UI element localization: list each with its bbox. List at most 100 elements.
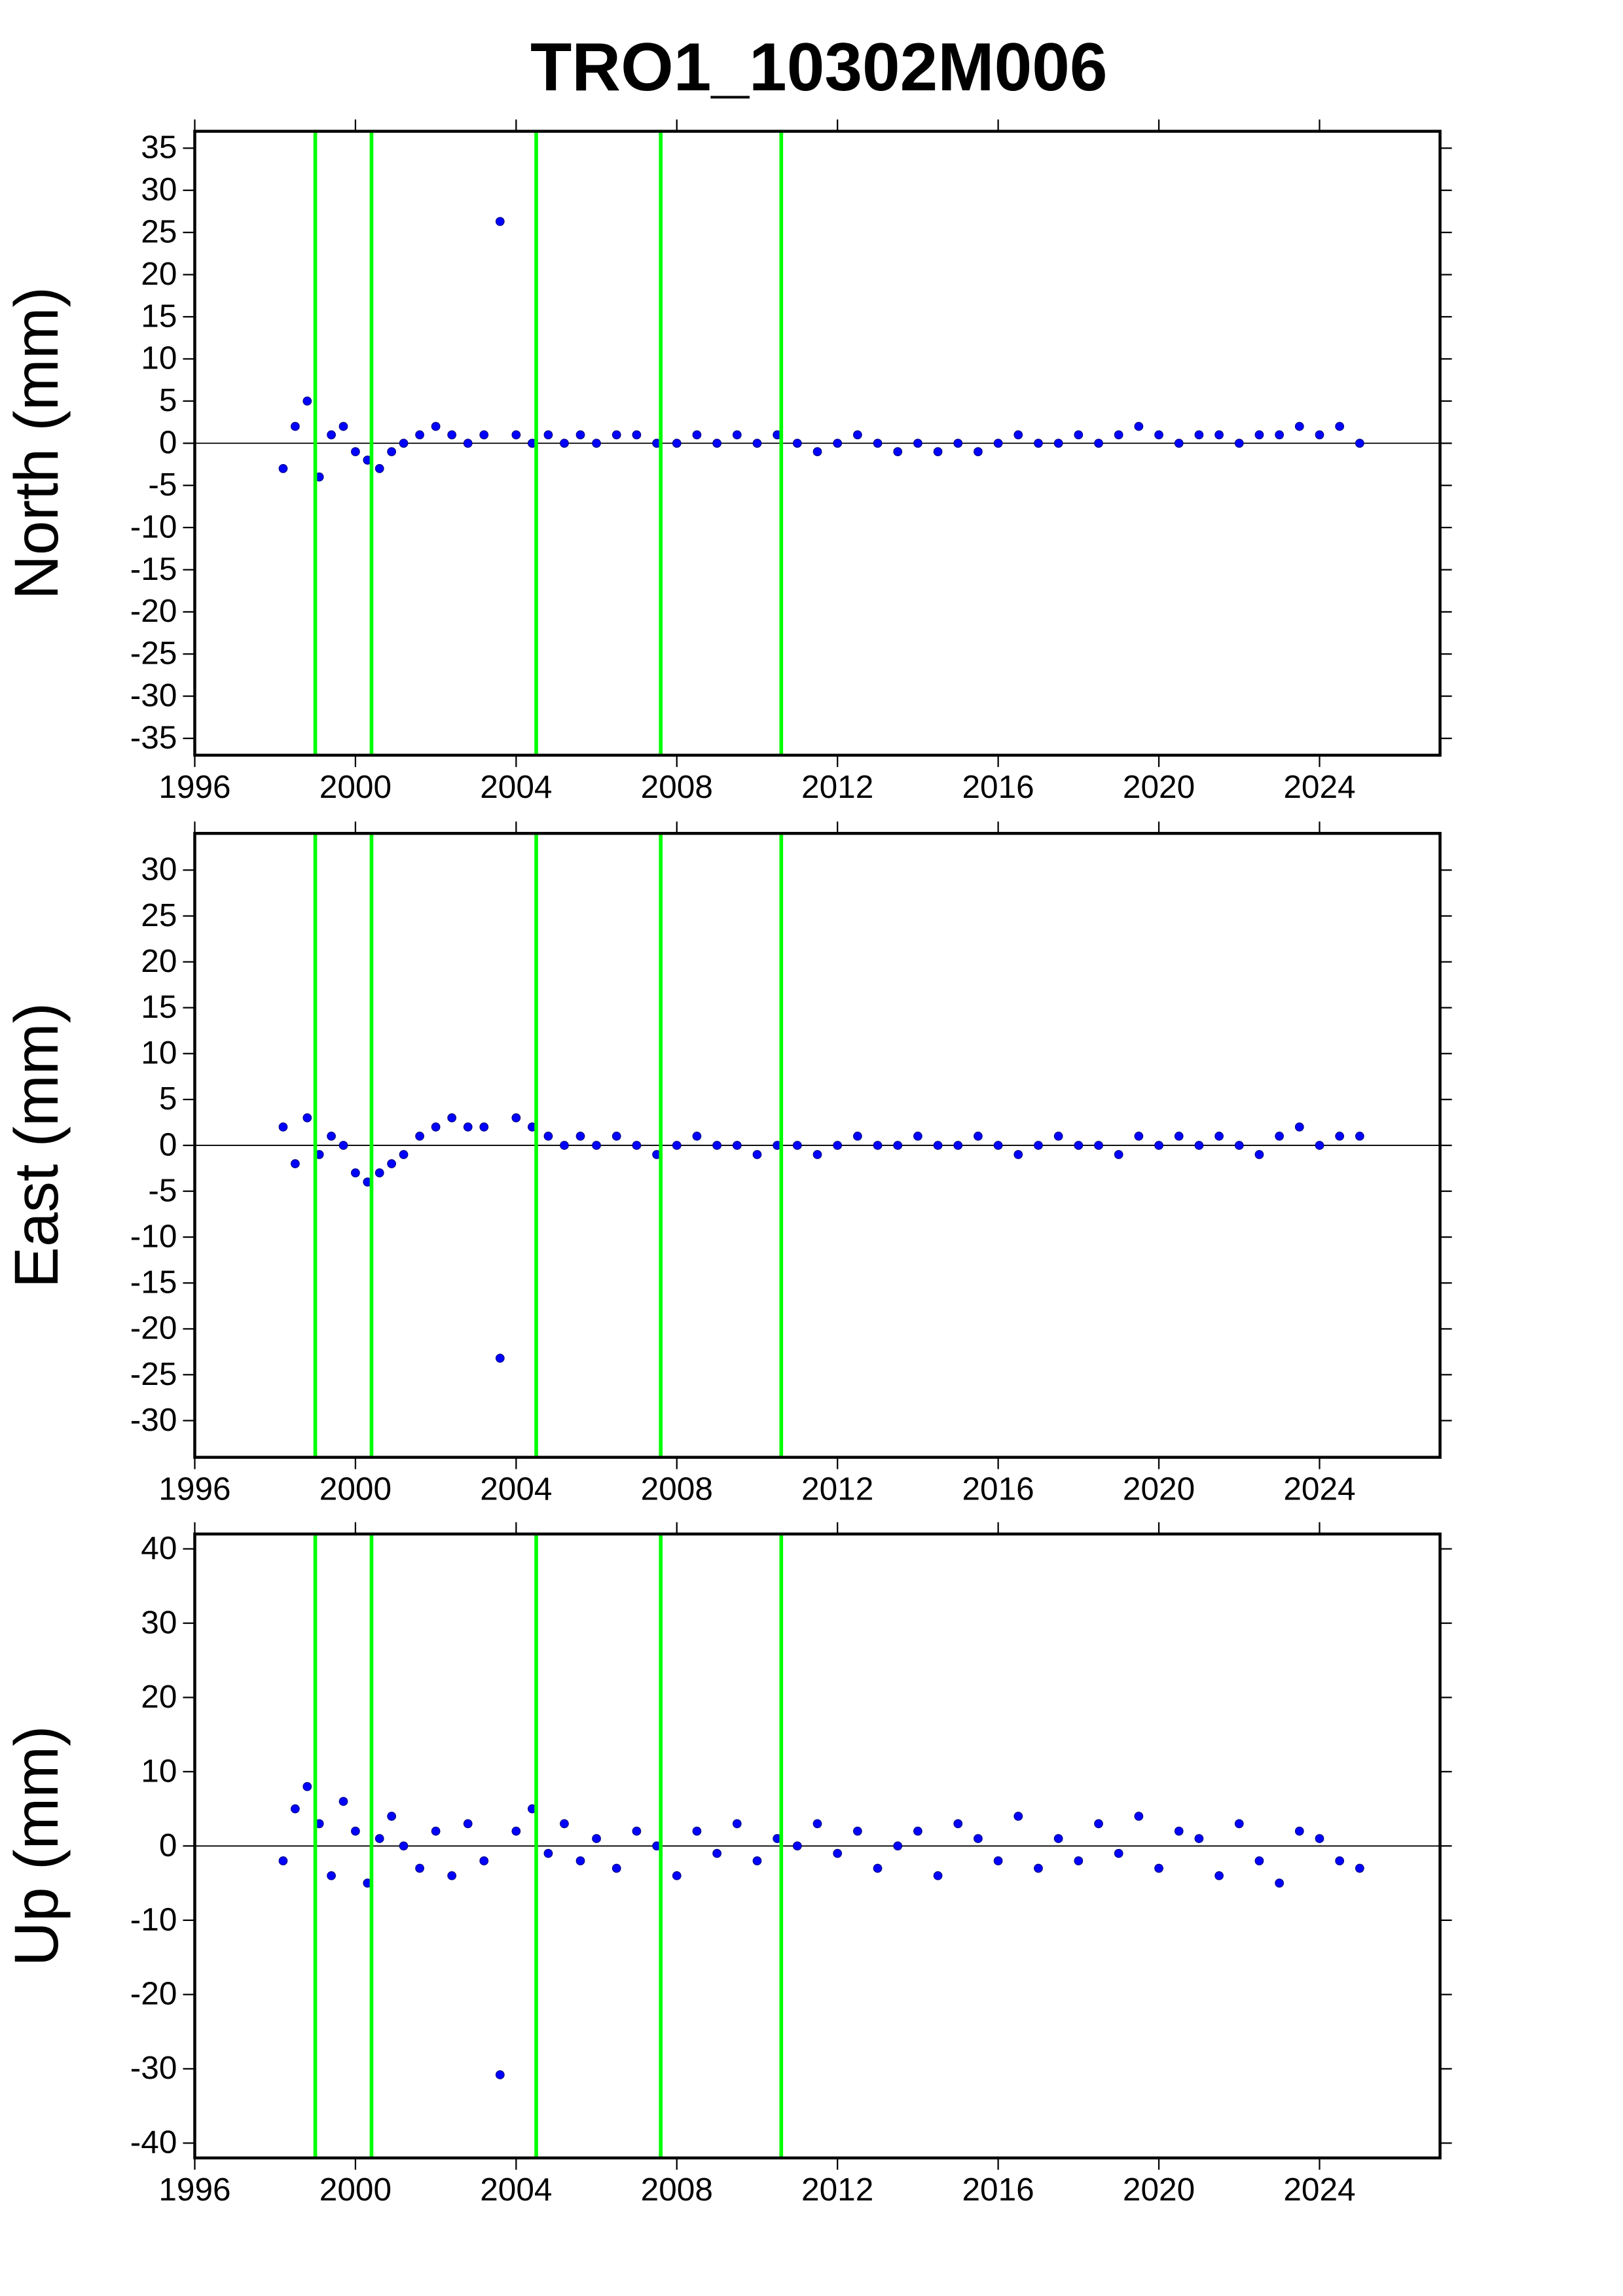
data-point: [1294, 422, 1304, 431]
data-point: [575, 1132, 585, 1141]
data-point: [415, 1863, 424, 1873]
data-point: [338, 1141, 348, 1150]
y-tick-label: 25: [141, 213, 177, 250]
x-tick-label: 2000: [319, 1471, 392, 1507]
data-point: [1234, 439, 1244, 448]
data-point: [712, 439, 721, 448]
y-tick-label: -5: [148, 466, 177, 503]
data-point: [1254, 430, 1264, 440]
y-tick-label: -35: [130, 719, 177, 755]
data-point: [338, 422, 348, 431]
data-point: [1275, 430, 1284, 440]
y-axis-label: East (mm): [2, 1003, 71, 1288]
data-point: [1114, 430, 1123, 440]
y-tick-label: 20: [141, 942, 177, 979]
data-point: [1074, 1141, 1084, 1150]
data-point: [463, 1819, 473, 1829]
data-point: [852, 430, 862, 440]
data-point: [611, 1132, 621, 1141]
x-tick-label: 2004: [480, 1471, 552, 1507]
y-tick-label: 20: [141, 1678, 177, 1715]
data-point: [933, 1141, 943, 1150]
data-point: [415, 1132, 424, 1141]
data-point: [302, 1782, 312, 1791]
data-point: [387, 1159, 397, 1168]
data-point: [479, 430, 489, 440]
data-point: [511, 430, 521, 440]
data-point: [1315, 430, 1324, 440]
data-point: [974, 447, 983, 456]
data-point: [511, 1826, 521, 1836]
y-tick-label: 20: [141, 255, 177, 292]
data-point: [387, 447, 397, 456]
x-tick-label: 2020: [1123, 768, 1195, 805]
x-tick-label: 2000: [319, 2171, 392, 2208]
data-point: [1013, 1150, 1023, 1159]
chart-title: TRO1_10302M006: [530, 29, 1108, 105]
data-point: [495, 1354, 505, 1363]
data-point: [291, 1159, 300, 1168]
data-point: [852, 1826, 862, 1836]
data-point: [543, 430, 553, 440]
data-point: [543, 1848, 553, 1858]
data-point: [833, 439, 843, 448]
data-point: [732, 430, 742, 440]
data-point: [1315, 1834, 1324, 1843]
x-tick-label: 2012: [801, 1471, 873, 1507]
plot-frame: [193, 1532, 1442, 2160]
data-point: [374, 463, 384, 473]
data-point: [1114, 1848, 1123, 1858]
data-point: [1234, 1819, 1244, 1829]
data-point: [893, 447, 903, 456]
x-tick-label: 2008: [641, 2171, 713, 2208]
data-point: [1053, 1132, 1063, 1141]
data-point: [993, 439, 1003, 448]
x-tick-label: 2008: [641, 1471, 713, 1507]
x-tick-label: 2024: [1283, 768, 1355, 805]
x-tick-label: 2024: [1283, 1471, 1355, 1507]
data-point: [463, 1122, 473, 1132]
y-tick-label: 30: [141, 1604, 177, 1640]
data-point: [1134, 422, 1144, 431]
data-point: [712, 1848, 721, 1858]
data-point: [1034, 1141, 1043, 1150]
x-tick-label: 2020: [1123, 2171, 1195, 2208]
data-point: [351, 1826, 360, 1836]
data-point: [1154, 1141, 1163, 1150]
data-point: [632, 1826, 642, 1836]
data-point: [933, 1871, 943, 1880]
data-point: [1094, 1141, 1103, 1150]
data-point: [792, 1141, 802, 1150]
data-point: [873, 1141, 883, 1150]
y-tick-label: 30: [141, 171, 177, 207]
y-tick-label: -15: [130, 550, 177, 587]
data-point: [1275, 1132, 1284, 1141]
data-point: [1275, 1878, 1284, 1888]
data-point: [672, 1141, 682, 1150]
data-point: [447, 1113, 457, 1122]
y-tick-label: -40: [130, 2124, 177, 2161]
y-tick-label: 10: [141, 1034, 177, 1071]
data-point: [447, 1871, 457, 1880]
data-point: [974, 1834, 983, 1843]
data-point: [812, 1819, 822, 1829]
data-point: [575, 430, 585, 440]
x-tick-label: 1996: [158, 1471, 230, 1507]
data-point: [592, 1834, 601, 1843]
data-point: [575, 1856, 585, 1865]
x-tick-label: 2012: [801, 2171, 873, 2208]
data-point: [1294, 1826, 1304, 1836]
data-point: [732, 1141, 742, 1150]
data-point: [833, 1141, 843, 1150]
plot-frame: [193, 832, 1442, 1459]
y-tick-label: 15: [141, 297, 177, 334]
data-point: [1194, 430, 1204, 440]
data-point: [893, 1141, 903, 1150]
data-point: [1154, 1863, 1163, 1873]
x-tick-label: 1996: [158, 768, 230, 805]
y-tick-label: 10: [141, 340, 177, 376]
data-point: [431, 1122, 441, 1132]
data-point: [1355, 439, 1364, 448]
data-point: [560, 1819, 569, 1829]
